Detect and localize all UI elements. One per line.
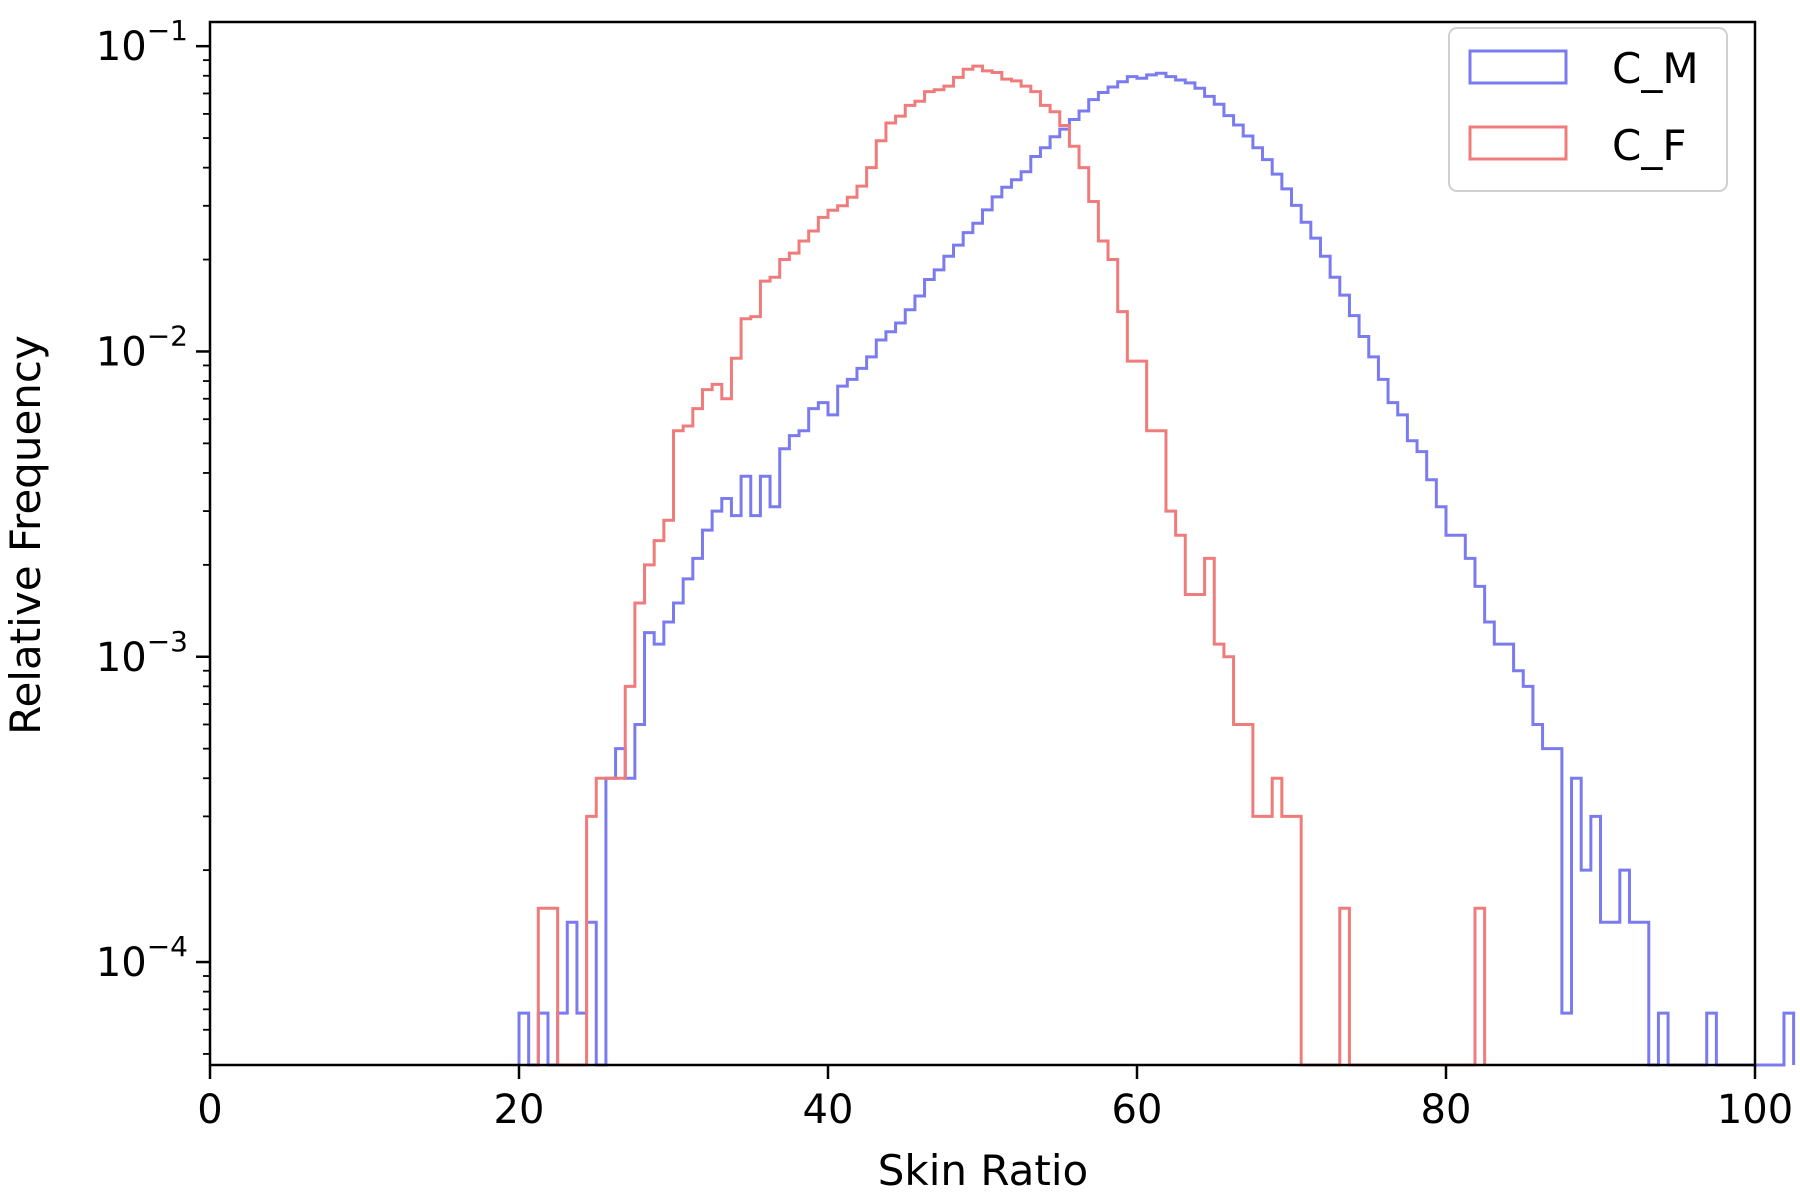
x-tick-label: 80 [1421,1087,1472,1133]
y-tick-exponent: −4 [147,930,188,963]
y-tick-exponent: −2 [147,319,188,352]
y-tick-label: 10−1 [96,14,188,70]
y-tick-base: 10 [96,940,147,986]
x-tick-label: 60 [1112,1087,1163,1133]
x-tick-label: 20 [494,1087,545,1133]
x-tick-label: 40 [803,1087,854,1133]
y-tick-label: 10−3 [96,625,188,681]
y-tick-exponent: −1 [147,14,188,47]
y-tick-base: 10 [96,24,147,70]
series-c-m-histogram [517,71,1796,1067]
y-tick-label: 10−4 [96,930,188,986]
legend-label-c-f: C_F [1612,121,1686,170]
y-tick-label: 10−2 [96,319,188,375]
y-axis-label: Relative Frequency [1,335,50,735]
y-tick-base: 10 [96,329,147,375]
x-tick-label: 100 [1717,1087,1793,1133]
y-tick-exponent: −3 [147,625,188,658]
legend-label-c-m: C_M [1612,44,1699,93]
x-tick-label: 0 [197,1087,222,1133]
legend-frame [1448,27,1728,192]
plot-frame [208,20,1757,1067]
y-tick-base: 10 [96,635,147,681]
legend-swatch-c-m [1468,49,1568,85]
series-layer [517,64,1796,1067]
legend: C_M C_F [1448,27,1728,192]
series-c-f-histogram [536,64,1487,1067]
legend-swatch-c-f [1468,125,1568,161]
x-axis-label: Skin Ratio [878,1146,1088,1195]
